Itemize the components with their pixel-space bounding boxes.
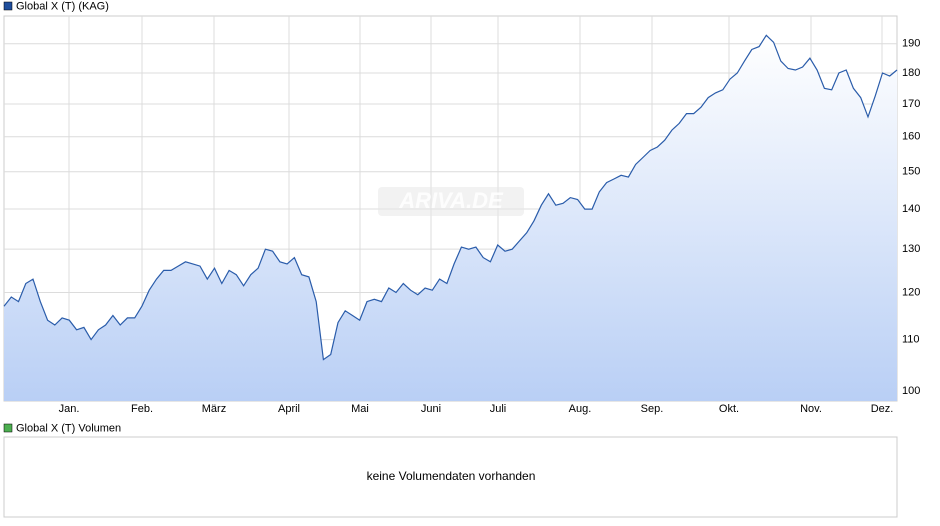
y-tick-label: 130 (902, 243, 920, 255)
watermark: ARIVA.DE (398, 188, 504, 213)
x-tick-label: Dez. (871, 403, 894, 415)
x-tick-label: April (278, 403, 300, 415)
price-line (3, 34, 898, 361)
area (4, 35, 897, 402)
x-tick-label: Mai (351, 403, 369, 415)
x-tick-label: Nov. (800, 403, 822, 415)
y-tick-label: 170 (902, 98, 920, 110)
volume-title: Global X (T) Volumen (16, 422, 121, 434)
x-tick-label: Juli (490, 403, 507, 415)
volume-message: keine Volumendaten vorhanden (367, 469, 536, 483)
y-tick-label: 110 (902, 333, 920, 345)
y-tick-label: 190 (902, 38, 920, 50)
x-tick-label: Juni (421, 403, 441, 415)
y-tick-label: 150 (902, 166, 920, 178)
chart-title: Global X (T) (KAG) (16, 0, 109, 12)
x-tick-label: Aug. (569, 403, 592, 415)
y-tick-label: 120 (902, 286, 920, 298)
y-tick-label: 140 (902, 203, 920, 215)
x-tick-label: Feb. (131, 403, 153, 415)
volume-panel (3, 436, 898, 518)
legend-swatch (3, 1, 13, 11)
x-tick-label: Okt. (719, 403, 739, 415)
x-tick-label: Sep. (641, 403, 664, 415)
legend-swatch (3, 423, 13, 433)
data (3, 34, 898, 402)
watermark-box (378, 187, 524, 216)
y-tick-label: 160 (902, 131, 920, 143)
x-tick-label: März (202, 403, 226, 415)
y-tick-label: 100 (902, 385, 920, 397)
x-tick-label: Jan. (59, 403, 80, 415)
y-tick-label: 180 (902, 67, 920, 79)
